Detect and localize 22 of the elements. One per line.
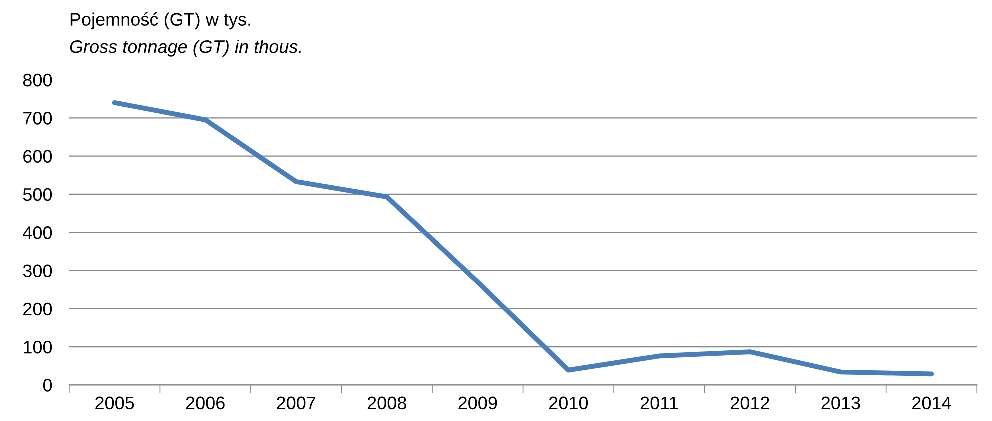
y-tick-label: 700 — [24, 112, 52, 125]
y-tick-label: 300 — [23, 264, 52, 278]
y-tick-label: 500 — [23, 188, 52, 202]
y-tick-label: 100 — [24, 340, 52, 354]
y-tick-label: 200 — [24, 302, 52, 316]
y-tick-label: 800 — [23, 74, 52, 87]
y-tick-label: 400 — [23, 226, 52, 240]
x-tick-label: 2010 — [549, 396, 588, 410]
x-tick-label: 2006 — [186, 396, 225, 410]
chart-title: Pojemność (GT) w tys. — [70, 12, 250, 30]
y-tick-label: 600 — [24, 150, 52, 164]
x-tick-label: 2008 — [368, 396, 406, 410]
x-tick-label: 2013 — [822, 396, 860, 410]
x-tick-label: 2012 — [731, 396, 770, 410]
line-series — [112, 100, 934, 377]
x-tick-label: 2014 — [912, 396, 952, 410]
chart-subtitle: Gross tonnage (GT) in thous. — [70, 40, 302, 57]
x-tick-label: 2005 — [96, 396, 134, 410]
y-tick-label: 0 — [43, 379, 52, 392]
x-tick-label: 2009 — [458, 396, 498, 410]
x-tick-label: 2011 — [640, 396, 678, 410]
x-tick-label: 2007 — [277, 396, 316, 410]
